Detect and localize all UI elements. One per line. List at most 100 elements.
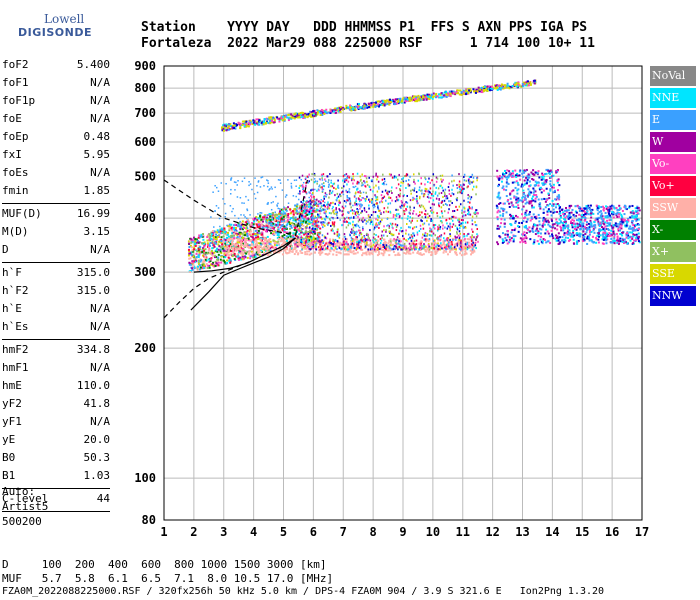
echo-point (345, 226, 348, 229)
echo-point (220, 227, 223, 230)
echo-point (383, 229, 385, 232)
echo-point (356, 204, 358, 207)
echo-point (319, 186, 322, 189)
echo-point (309, 248, 312, 251)
echo-point (460, 246, 463, 249)
echo-point (629, 239, 632, 242)
echo-point (313, 208, 316, 211)
echo-point (412, 240, 415, 243)
echo-point (376, 248, 379, 251)
echo-point (524, 224, 527, 227)
echo-point (389, 196, 392, 199)
echo-point (219, 230, 222, 233)
echo-point (264, 230, 267, 233)
echo-point (321, 248, 324, 251)
echo-point (201, 251, 204, 254)
echo-point (202, 259, 205, 262)
echo-point (560, 216, 563, 219)
echo-point (304, 207, 306, 210)
echo-point (392, 213, 395, 216)
echo-point (637, 240, 640, 243)
echo-point (289, 235, 292, 238)
echo-point (537, 213, 540, 216)
echo-point (430, 218, 432, 221)
echo-point (277, 218, 280, 221)
echo-point (287, 214, 290, 217)
echo-point (327, 181, 330, 183)
echo-point (449, 248, 452, 251)
echo-point (224, 241, 227, 244)
param-row: yE 20.0 (2, 433, 110, 451)
echo-point (315, 220, 318, 223)
echo-point (456, 244, 459, 247)
echo-point (563, 218, 566, 221)
echo-point (318, 239, 321, 242)
echo-point (191, 267, 194, 270)
echo-point (290, 211, 293, 214)
echo-point (448, 226, 451, 229)
echo-point (273, 243, 276, 246)
echo-point (197, 254, 200, 257)
echo-point (197, 247, 200, 250)
echo-point (458, 237, 461, 240)
echo-point (289, 227, 292, 230)
echo-point (398, 253, 401, 256)
echo-point (322, 188, 325, 191)
echo-point (345, 220, 348, 223)
echo-point (193, 260, 196, 263)
echo-point (469, 198, 472, 201)
echo-points (187, 79, 641, 273)
echo-point (310, 236, 313, 239)
echo-point (537, 230, 540, 233)
echo-point (553, 189, 556, 192)
echo-point (602, 226, 605, 229)
echo-point (552, 174, 555, 177)
echo-point (358, 181, 360, 184)
echo-point (435, 251, 438, 254)
echo-point (340, 243, 343, 246)
echo-point (414, 182, 416, 185)
echo-point (445, 218, 448, 221)
echo-point (392, 248, 395, 251)
param-value: N/A (90, 112, 110, 125)
echo-point (248, 233, 251, 236)
echo-point (330, 185, 332, 188)
echo-point (274, 213, 277, 216)
echo-point (463, 207, 466, 210)
echo-point (243, 255, 246, 258)
echo-point (281, 228, 284, 231)
echo-point (618, 229, 621, 232)
echo-point (433, 246, 436, 249)
param-value: 334.8 (76, 343, 110, 356)
echo-point (512, 238, 515, 241)
echo-point (369, 188, 372, 191)
echo-point (537, 198, 540, 201)
echo-point (519, 199, 522, 202)
echo-point (334, 202, 336, 205)
echo-point (236, 184, 238, 186)
echo-point (392, 233, 395, 236)
echo-point (193, 248, 196, 251)
echo-point (348, 176, 351, 179)
echo-point (365, 191, 367, 194)
echo-point (307, 200, 310, 203)
echo-point (600, 221, 603, 224)
echo-point (284, 208, 287, 211)
echo-point (374, 211, 377, 214)
echo-point (379, 237, 382, 240)
echo-point (431, 247, 434, 250)
echo-point (195, 256, 198, 259)
echo-point (634, 237, 637, 240)
param-name: foF2 (2, 58, 29, 71)
echo-point (524, 194, 527, 197)
echo-point (342, 193, 345, 196)
echo-point (327, 179, 330, 181)
echo-point (471, 228, 473, 231)
echo-point (293, 225, 296, 227)
echo-point (563, 214, 566, 217)
echo-point (399, 184, 402, 187)
echo-point (463, 211, 465, 214)
echo-point (596, 208, 599, 211)
echo-point (377, 235, 380, 238)
